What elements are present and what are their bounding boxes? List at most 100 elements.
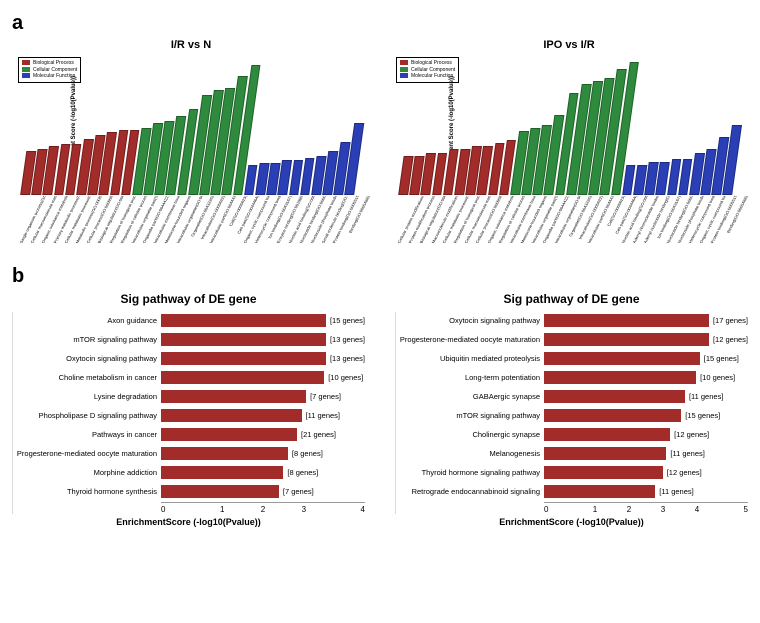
hbar-label: Long-term potentiation (396, 373, 544, 382)
bars-a-left-wrap: Enrichment Score (-log10(Pvalue)) (30, 55, 364, 195)
hbar-label: Progesterone-mediated oocyte maturation (396, 335, 544, 344)
hbar-row: Thyroid hormone synthesis[7 genes] (161, 483, 365, 500)
hbar-bar (161, 485, 279, 498)
hbar-row: Long-term potentiation[10 genes] (544, 369, 748, 386)
hbar-row: Retrograde endocannabinoid signaling[11 … (544, 483, 748, 500)
xtick: 5 (714, 505, 748, 514)
panel-a-row: I/R vs N Biological ProcessCellular Comp… (12, 39, 748, 245)
hbar-count: [12 genes] (674, 430, 709, 439)
bars-a-right (398, 55, 752, 195)
hbar-label: Thyroid hormone signaling pathway (396, 468, 544, 477)
hbar-row: Oxytocin signaling pathway[17 genes] (544, 312, 748, 329)
hbar-row: Progesterone-mediated oocyte maturation[… (161, 445, 365, 462)
hbar-count: [21 genes] (301, 430, 336, 439)
chart-a-right: IPO vs I/R Biological ProcessCellular Co… (390, 39, 748, 245)
hbar-label: Oxytocin signaling pathway (396, 316, 544, 325)
hbar-label: Morphine addiction (13, 468, 161, 477)
hbars-b-left: Axon guidance[15 genes]mTOR signaling pa… (12, 312, 365, 514)
xtick: 4 (680, 505, 714, 514)
xtick: 2 (612, 505, 646, 514)
xlabels-a-right: Cellular protein modification(GO:0006464… (404, 195, 745, 245)
hbar-count: [15 genes] (685, 411, 720, 420)
hbar-row: Phospholipase D signaling pathway[11 gen… (161, 407, 365, 424)
hbar-bar (161, 371, 324, 384)
hbar-label: Retrograde endocannabinoid signaling (396, 487, 544, 496)
panel-b-label: b (12, 265, 748, 288)
xlabel-b-right: EnrichmentScore (-log10(Pvalue)) (395, 517, 748, 527)
hbar-row: Melanogenesis[11 genes] (544, 445, 748, 462)
hbar-bar (544, 390, 685, 403)
hbar-bar (544, 371, 696, 384)
xaxis: 012345 (544, 502, 748, 514)
hbar-label: Axon guidance (13, 316, 161, 325)
hbars-b-right: Oxytocin signaling pathway[17 genes]Prog… (395, 312, 748, 514)
panel-b-row: Sig pathway of DE gene Axon guidance[15 … (12, 292, 748, 527)
hbar-bar (161, 428, 297, 441)
hbar-label: Cholinergic synapse (396, 430, 544, 439)
xtick: 1 (202, 505, 243, 514)
xtick: 0 (544, 505, 578, 514)
hbar-row: Ubiquitin mediated proteolysis[15 genes] (544, 350, 748, 367)
hbar-label: mTOR signaling pathway (13, 335, 161, 344)
hbar-count: [8 genes] (287, 468, 318, 477)
hbar-label: Melanogenesis (396, 449, 544, 458)
xlabel-b-left: EnrichmentScore (-log10(Pvalue)) (12, 517, 365, 527)
hbar-count: [11 genes] (659, 487, 693, 496)
xtick: 2 (243, 505, 284, 514)
hbar-bar (161, 352, 326, 365)
hbar-count: [10 genes] (700, 373, 735, 382)
chart-b-left: Sig pathway of DE gene Axon guidance[15 … (12, 292, 365, 527)
hbar-row: Axon guidance[15 genes] (161, 312, 365, 329)
hbar-count: [15 genes] (330, 316, 365, 325)
hbar-bar (161, 447, 288, 460)
hbar-bar (544, 485, 655, 498)
hbar-bar (544, 466, 663, 479)
hbar-count: [11 genes] (670, 449, 704, 458)
hbar-count: [15 genes] (704, 354, 739, 363)
hbar-bar (161, 333, 326, 346)
hbar-row: Cholinergic synapse[12 genes] (544, 426, 748, 443)
hbar-label: Oxytocin signaling pathway (13, 354, 161, 363)
hbar-row: Progesterone-mediated oocyte maturation[… (544, 331, 748, 348)
xtick: 0 (161, 505, 202, 514)
hbar-bar (161, 466, 283, 479)
hbar-row: Lysine degradation[7 genes] (161, 388, 365, 405)
hbar-count: [12 genes] (713, 335, 748, 344)
hbar-bar (544, 314, 709, 327)
xtick: 3 (646, 505, 680, 514)
hbar-count: [11 genes] (689, 392, 723, 401)
hbar-row: mTOR signaling pathway[13 genes] (161, 331, 365, 348)
xtick: 1 (578, 505, 612, 514)
bars-a-left (20, 55, 374, 195)
hbar-label: GABAergic synapse (396, 392, 544, 401)
hbar-bar (544, 352, 700, 365)
hbar-label: Thyroid hormone synthesis (13, 487, 161, 496)
hbar-count: [8 genes] (292, 449, 323, 458)
chart-a-right-title: IPO vs I/R (390, 39, 748, 51)
hbar-bar (544, 409, 681, 422)
bars-a-right-wrap: Enrichment Score (-log10(Pvalue)) (408, 55, 742, 195)
xtick: 3 (283, 505, 324, 514)
hbar-label: mTOR signaling pathway (396, 411, 544, 420)
xlabels-a-left: Single-organism process(GO:0044699)Cellu… (26, 195, 367, 245)
hbar-row: Thyroid hormone signaling pathway[12 gen… (544, 464, 748, 481)
hbar-row: Oxytocin signaling pathway[13 genes] (161, 350, 365, 367)
xaxis: 01234 (161, 502, 365, 514)
hbar-count: [7 genes] (310, 392, 341, 401)
hbar-count: [13 genes] (330, 354, 365, 363)
hbar-bar (161, 409, 302, 422)
hbar-label: Ubiquitin mediated proteolysis (396, 354, 544, 363)
chart-b-right-title: Sig pathway of DE gene (395, 292, 748, 306)
hbar-label: Lysine degradation (13, 392, 161, 401)
hbar-count: [11 genes] (306, 411, 340, 420)
hbar-row: Morphine addiction[8 genes] (161, 464, 365, 481)
xtick: 4 (324, 505, 365, 514)
hbar-count: [17 genes] (713, 316, 748, 325)
chart-a-left: I/R vs N Biological ProcessCellular Comp… (12, 39, 370, 245)
hbar-count: [13 genes] (330, 335, 365, 344)
hbar-bar (161, 390, 306, 403)
hbar-row: Pathways in cancer[21 genes] (161, 426, 365, 443)
hbar-label: Pathways in cancer (13, 430, 161, 439)
hbar-count: [10 genes] (328, 373, 363, 382)
hbar-label: Phospholipase D signaling pathway (13, 411, 161, 420)
